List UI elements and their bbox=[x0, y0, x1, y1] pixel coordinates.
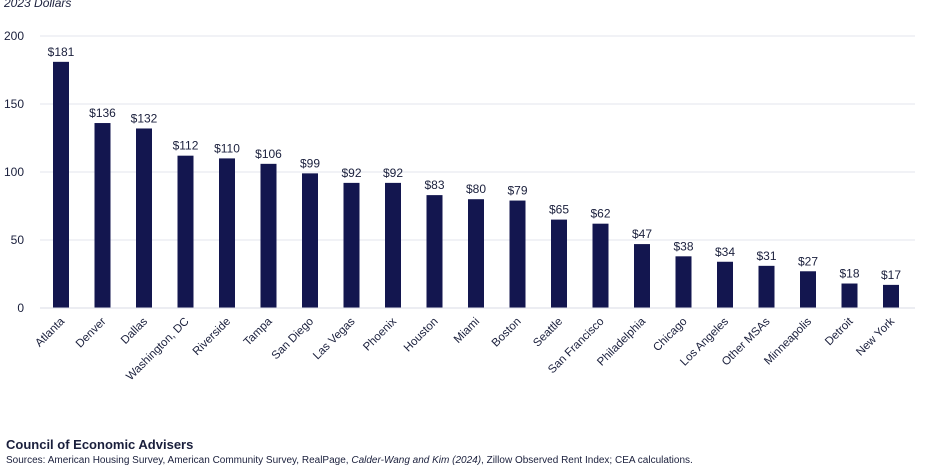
x-tick-label: Las Vegas bbox=[311, 315, 358, 362]
data-label: $38 bbox=[673, 239, 693, 253]
x-tick-label: Dallas bbox=[119, 315, 150, 346]
sources-suffix: , Zillow Observed Rent Index; CEA calcul… bbox=[481, 455, 693, 466]
data-label: $181 bbox=[48, 45, 75, 59]
footer-sources: Sources: American Housing Survey, Americ… bbox=[6, 455, 693, 466]
y-tick-label: 0 bbox=[17, 301, 24, 315]
data-label: $132 bbox=[131, 111, 158, 125]
sources-prefix: Sources: American Housing Survey, Americ… bbox=[6, 455, 352, 466]
bar bbox=[634, 244, 650, 308]
x-tick-label: Seattle bbox=[531, 316, 565, 350]
bar bbox=[136, 128, 152, 308]
x-tick-label: Boston bbox=[490, 316, 524, 350]
x-tick-label: Tampa bbox=[242, 315, 275, 348]
data-label: $31 bbox=[756, 249, 776, 263]
bar bbox=[551, 219, 567, 308]
footer-organization: Council of Economic Advisers bbox=[6, 437, 194, 452]
data-label: $136 bbox=[89, 106, 116, 120]
data-label: $110 bbox=[214, 141, 240, 155]
sources-italic: Calder-Wang and Kim (2024) bbox=[351, 455, 482, 466]
data-label: $79 bbox=[507, 184, 527, 198]
data-label: $65 bbox=[549, 203, 569, 217]
bar bbox=[53, 61, 69, 309]
bar bbox=[800, 271, 816, 308]
bar bbox=[509, 200, 526, 308]
data-label: $27 bbox=[798, 254, 818, 268]
y-tick-label: 50 bbox=[11, 233, 25, 247]
data-label: $99 bbox=[300, 156, 320, 170]
data-label: $47 bbox=[632, 227, 652, 241]
bar bbox=[883, 284, 899, 308]
data-label: $18 bbox=[839, 267, 859, 281]
footer: Council of Economic Advisers Sources: Am… bbox=[6, 437, 693, 466]
chart-subtitle: 2023 Dollars bbox=[4, 0, 72, 10]
bar bbox=[343, 182, 360, 308]
x-tick-label: Denver bbox=[74, 316, 109, 351]
bar bbox=[468, 199, 484, 308]
bar bbox=[177, 155, 194, 308]
data-label: $92 bbox=[383, 166, 403, 180]
data-label: $62 bbox=[590, 207, 610, 221]
x-tick-label: Phoenix bbox=[361, 315, 399, 353]
x-tick-label: San Diego bbox=[270, 316, 316, 362]
bar bbox=[841, 283, 858, 308]
bar-chart: 0 50 100 150 200 $181 Atlanta $136 Denver $132 Dal… bbox=[4, 29, 915, 383]
bar bbox=[260, 163, 277, 308]
x-tick-label: Riverside bbox=[191, 316, 233, 358]
bar bbox=[426, 195, 443, 308]
bar bbox=[219, 158, 235, 308]
bar bbox=[592, 223, 609, 308]
bar bbox=[385, 182, 401, 308]
data-label: $34 bbox=[715, 245, 735, 259]
x-tick-label: Atlanta bbox=[33, 315, 67, 349]
x-tick-label: New York bbox=[854, 315, 897, 358]
x-tick-label: Chicago bbox=[651, 316, 689, 354]
bar bbox=[675, 256, 692, 308]
bar bbox=[717, 261, 733, 308]
x-tick-label: Miami bbox=[452, 316, 482, 346]
data-label: $83 bbox=[424, 178, 444, 192]
y-tick-label: 100 bbox=[4, 165, 24, 179]
bar bbox=[758, 265, 775, 308]
x-tick-label: Detroit bbox=[823, 315, 856, 348]
data-label: $92 bbox=[341, 166, 361, 180]
data-label: $106 bbox=[255, 147, 282, 161]
bar bbox=[94, 123, 111, 308]
y-tick-label: 150 bbox=[4, 97, 24, 111]
data-label: $80 bbox=[466, 182, 486, 196]
data-label: $17 bbox=[881, 268, 901, 282]
x-tick-label: Houston bbox=[402, 316, 441, 355]
data-label: $112 bbox=[173, 139, 199, 153]
bar bbox=[302, 173, 318, 308]
y-tick-label: 200 bbox=[4, 29, 24, 43]
